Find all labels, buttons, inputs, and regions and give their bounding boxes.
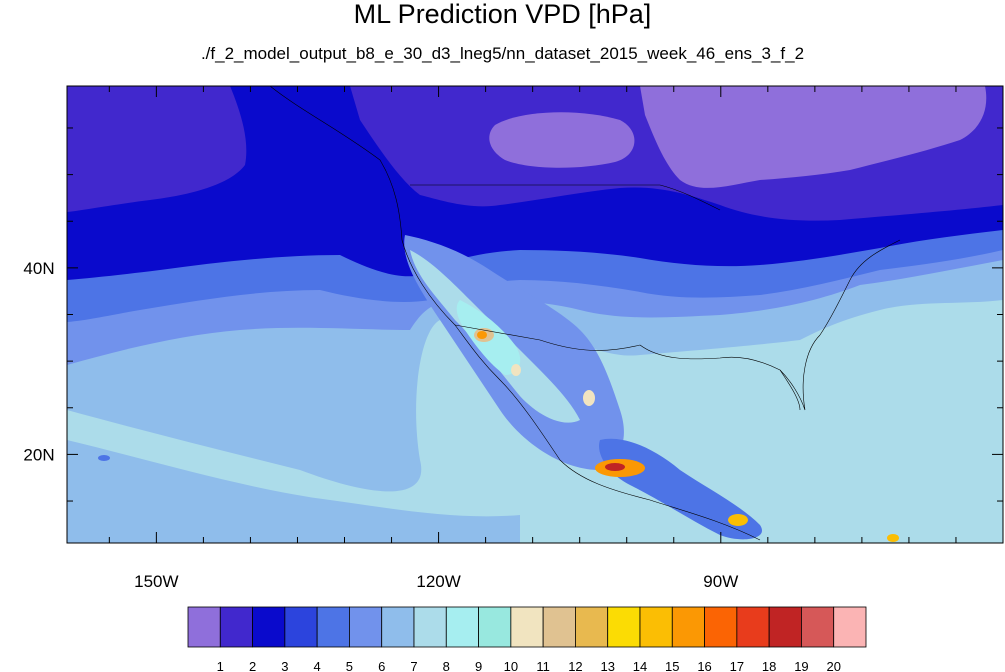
colorbar-label: 4 [314,659,321,672]
colorbar-swatch [349,606,383,648]
colorbar-label: 5 [346,659,353,672]
colorbar-label: 13 [600,659,614,672]
colorbar-swatch [768,606,802,648]
colorbar-swatch [639,606,673,648]
x-tick-label: 90W [703,572,738,591]
colorbar-swatch [284,606,318,648]
vpd-region-hawaii [98,455,110,461]
vpd-region-hudson-1 [489,112,635,168]
colorbar-swatch [736,606,770,648]
colorbar-label: 18 [762,659,776,672]
colorbar-swatch [671,606,705,648]
colorbar-label: 17 [730,659,744,672]
colorbar-swatch [252,606,286,648]
axes: 150W 120W 90W 40N 20N [23,86,1004,591]
chart-subtitle: ./f_2_model_output_b8_e_30_d3_lneg5/nn_d… [200,44,805,63]
colorbar-label: 8 [443,659,450,672]
colorbar-label: 9 [475,659,482,672]
colorbar-label: 12 [568,659,582,672]
vpd-hotspot-panama [887,534,899,542]
colorbar-swatch [219,606,253,648]
coastline-west [269,86,761,541]
border-canada-us [410,184,721,211]
colorbar-label: 1 [217,659,224,672]
colorbar-swatch [381,606,415,648]
y-tick-label: 40N [23,259,54,278]
x-tick-label: 150W [134,572,178,591]
colorbar-swatch [542,606,576,648]
vpd-hotspot-sinaloa [583,390,595,406]
coastline-florida [779,334,821,411]
colorbar-swatch [187,606,221,648]
vpd-region-alaska-2 [67,86,247,212]
colorbar-swatch [510,606,544,648]
colorbar-swatch [833,606,867,648]
colorbar-label: 19 [794,659,808,672]
x-tick-label: 120W [416,572,460,591]
colorbar-swatch [575,606,609,648]
colorbar-swatch [801,606,835,648]
vpd-hotspot-sonora [511,364,521,376]
y-tick-label: 20N [23,445,54,464]
colorbar-swatch [478,606,512,648]
chart-title: ML Prediction VPD [hPa] [353,0,652,29]
colorbar-label: 14 [633,659,647,672]
coastlines [269,86,901,541]
colorbar-label: 7 [410,659,417,672]
colorbar-swatch [413,606,447,648]
vpd-field [67,86,1003,543]
colorbar-label: 2 [249,659,256,672]
colorbar-swatch [445,606,479,648]
colorbar-label: 16 [697,659,711,672]
colorbar-label: 3 [281,659,288,672]
colorbar-label: 11 [536,659,550,672]
colorbar-label: 10 [504,659,518,672]
colorbar-swatch [316,606,350,648]
vpd-region-south-pacific [67,440,520,543]
vpd-hotspot-central-mexico-core [605,463,625,471]
colorbar-label: 20 [826,659,840,672]
vpd-region-canada-1 [640,86,987,188]
coastline-gulf [639,344,801,411]
colorbar-label: 6 [378,659,385,672]
colorbar-swatch [704,606,738,648]
coastline-east [819,239,901,336]
colorbar-label: 15 [665,659,679,672]
vpd-hotspot-colorado-core [477,331,487,339]
colorbar-swatch [607,606,641,648]
colorbar: 1 2 3 4 5 6 7 8 9 10 11 12 13 14 15 16 17 18 19 20 [187,606,867,672]
vpd-hotspot-guatemala [728,514,748,526]
border-us-mexico [454,324,641,351]
